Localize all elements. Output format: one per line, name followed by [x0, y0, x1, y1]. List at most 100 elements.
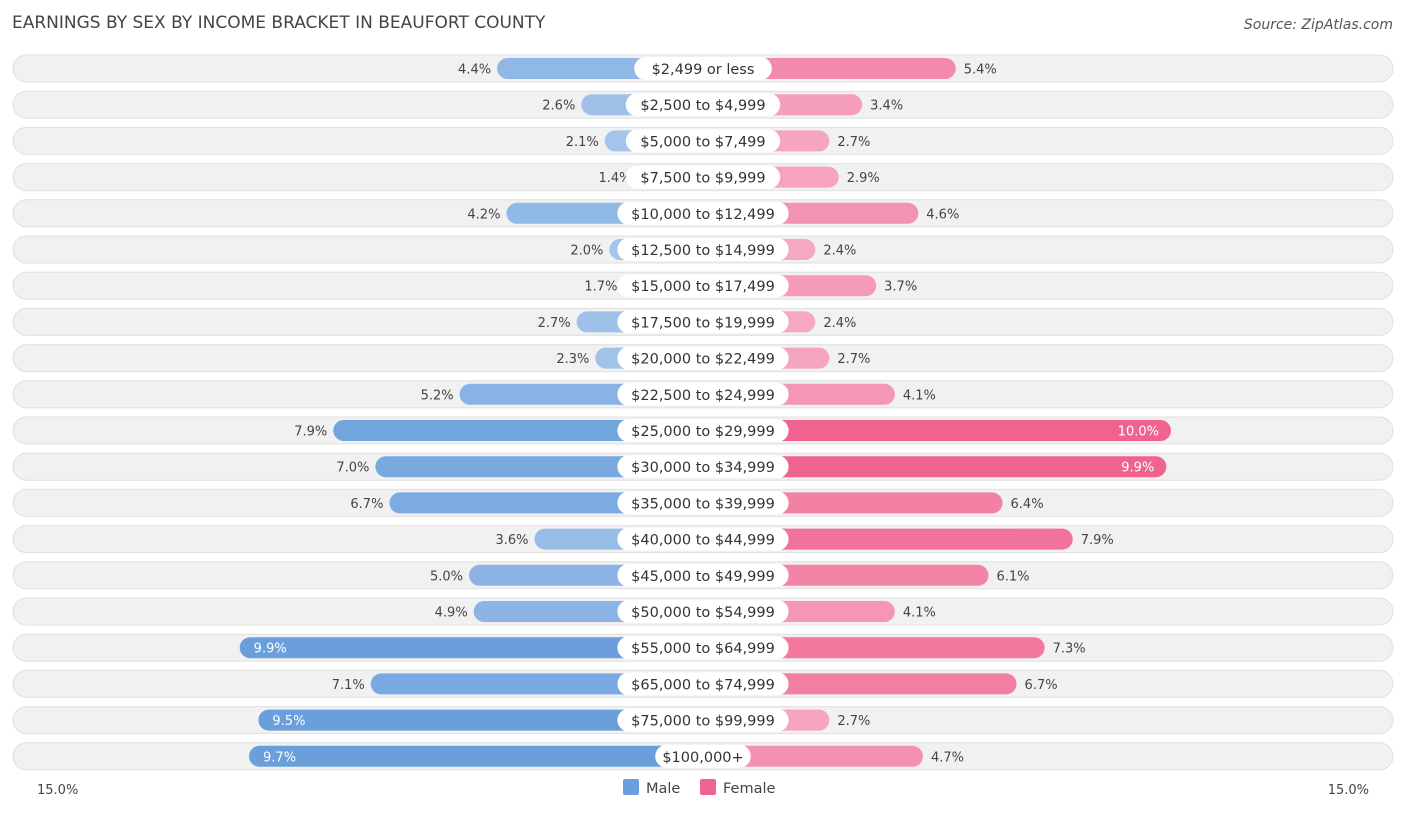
category-label: $25,000 to $29,999 [631, 424, 775, 440]
category-pill [617, 201, 789, 225]
male-value-label: 5.2% [421, 388, 454, 403]
category-label: $5,000 to $7,499 [640, 134, 765, 150]
female-value-label: 7.3% [1053, 642, 1086, 657]
category-label: $55,000 to $64,999 [631, 641, 775, 657]
female-value-label: 2.7% [837, 135, 870, 150]
male-bar [333, 420, 703, 441]
category-label: $65,000 to $74,999 [631, 677, 775, 693]
category-pill [617, 346, 789, 370]
female-value-label: 2.7% [837, 352, 870, 367]
category-pill [617, 491, 789, 515]
male-value-label: 5.0% [430, 569, 463, 584]
category-label: $7,500 to $9,999 [640, 171, 765, 187]
female-value-label: 4.7% [931, 750, 964, 765]
category-label: $15,000 to $17,499 [631, 279, 775, 295]
category-label: $50,000 to $54,999 [631, 605, 775, 621]
male-bar [249, 745, 704, 767]
category-label: $75,000 to $99,999 [631, 714, 775, 730]
category-label: $40,000 to $44,999 [631, 533, 775, 549]
legend-swatch-male [623, 779, 639, 795]
male-value-label: 9.7% [263, 750, 296, 765]
female-bar [703, 420, 1171, 441]
category-label: $20,000 to $22,499 [631, 352, 775, 368]
female-bar [703, 456, 1167, 478]
category-pill [617, 382, 789, 406]
female-bar [703, 637, 1045, 659]
category-label: $22,500 to $24,999 [631, 388, 775, 404]
chart-title: EARNINGS BY SEX BY INCOME BRACKET IN BEA… [12, 13, 546, 33]
male-value-label: 2.0% [570, 244, 603, 259]
male-value-label: 2.6% [542, 99, 575, 114]
male-value-label: 7.1% [332, 678, 365, 693]
female-value-label: 6.7% [1025, 678, 1058, 693]
male-bar [258, 709, 703, 731]
category-label: $12,500 to $14,999 [631, 243, 775, 259]
category-label: $35,000 to $39,999 [631, 496, 775, 512]
female-value-label: 2.4% [823, 244, 856, 259]
category-pill [617, 563, 789, 587]
category-label: $30,000 to $34,999 [631, 460, 775, 476]
female-value-label: 4.6% [926, 207, 959, 222]
category-pill [617, 636, 789, 660]
female-value-label: 2.7% [837, 714, 870, 729]
category-pill [617, 672, 789, 696]
male-value-label: 7.9% [294, 425, 327, 440]
male-value-label: 1.4% [598, 171, 631, 186]
axis-right-label: 15.0% [1328, 783, 1369, 798]
category-pill [625, 93, 781, 117]
male-value-label: 2.3% [556, 352, 589, 367]
male-value-label: 7.0% [336, 461, 369, 476]
category-label: $45,000 to $49,999 [631, 569, 775, 585]
legend-swatch-female [700, 779, 716, 795]
female-value-label: 5.4% [964, 63, 997, 78]
legend-label-female: Female [723, 781, 776, 797]
male-value-label: 1.7% [584, 280, 617, 295]
male-value-label: 6.7% [350, 497, 383, 512]
female-bar [703, 745, 923, 767]
female-value-label: 2.9% [847, 171, 880, 186]
category-pill [617, 310, 789, 334]
category-pill [625, 165, 781, 189]
category-pill [617, 455, 789, 479]
chart-source: Source: ZipAtlas.com [1244, 17, 1393, 33]
category-label: $17,500 to $19,999 [631, 315, 775, 331]
female-bar [703, 528, 1073, 550]
category-pill [617, 274, 789, 298]
male-value-label: 4.4% [458, 63, 491, 78]
male-value-label: 2.7% [538, 316, 571, 331]
female-value-label: 3.4% [870, 99, 903, 114]
male-value-label: 9.5% [272, 714, 305, 729]
male-value-label: 4.9% [435, 606, 468, 621]
legend-label-male: Male [646, 781, 680, 797]
category-pill [655, 744, 751, 768]
female-value-label: 2.4% [823, 316, 856, 331]
category-pill [617, 708, 789, 732]
male-value-label: 4.2% [467, 207, 500, 222]
female-value-label: 7.9% [1081, 533, 1114, 548]
female-value-label: 3.7% [884, 280, 917, 295]
category-label: $100,000+ [662, 750, 743, 766]
category-pill [617, 238, 789, 261]
female-value-label: 4.1% [903, 606, 936, 621]
female-value-label: 9.9% [1121, 461, 1154, 476]
female-value-label: 6.1% [996, 569, 1029, 584]
male-bar [239, 637, 703, 659]
category-label: $2,500 to $4,999 [640, 98, 765, 114]
chart-rows: 4.4% 5.4% $2,499 or less 2.6% 3.4% $2,500 to … [12, 54, 1394, 771]
legend: Male Female [623, 779, 776, 797]
category-label: $10,000 to $12,499 [631, 207, 775, 223]
category-pill [617, 419, 789, 442]
male-value-label: 9.9% [254, 642, 287, 657]
female-value-label: 4.1% [903, 388, 936, 403]
axis-left-label: 15.0% [37, 783, 78, 798]
male-value-label: 2.1% [566, 135, 599, 150]
category-pill [625, 129, 781, 153]
female-value-label: 10.0% [1118, 425, 1159, 440]
female-value-label: 6.4% [1011, 497, 1044, 512]
category-pill [617, 600, 789, 623]
category-pill [634, 57, 772, 80]
category-pill [617, 527, 789, 551]
male-value-label: 3.6% [495, 533, 528, 548]
category-label: $2,499 or less [652, 62, 755, 78]
